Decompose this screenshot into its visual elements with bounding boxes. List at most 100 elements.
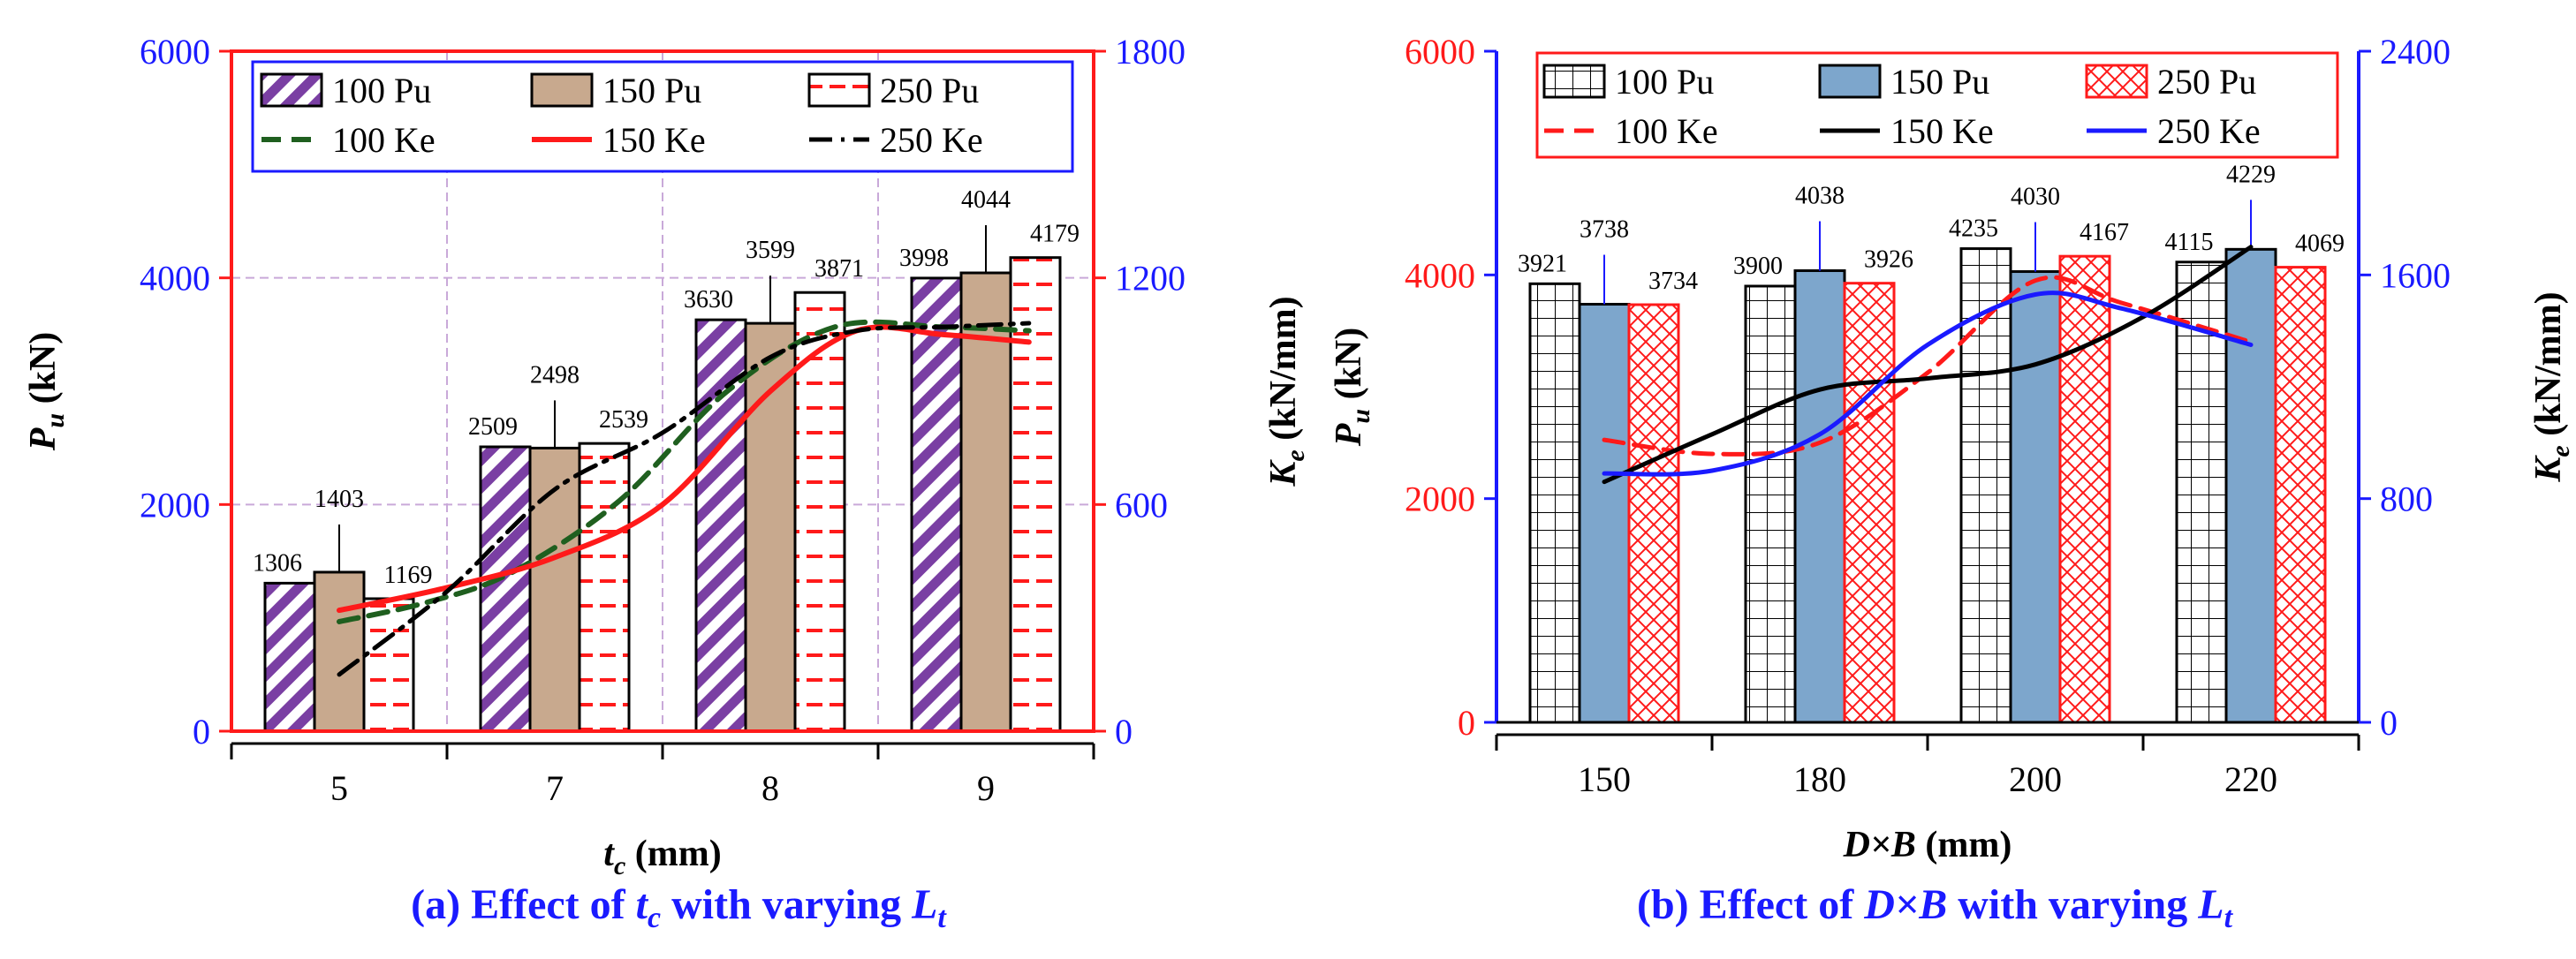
legend-label-250-pu: 250 Pu — [880, 71, 979, 110]
bar-150-pu-5 — [313, 570, 366, 733]
legend-label-250-ke: 250 Ke — [2157, 111, 2261, 151]
y-right-axis-title: Ke (kN/mm) — [2528, 291, 2575, 482]
line-150-ke — [337, 324, 1032, 614]
y-right-tick-label-1200: 1200 — [1115, 259, 1186, 298]
bar-100-pu-220 — [2175, 261, 2228, 724]
bar-250-pu-150 — [1627, 303, 1680, 724]
y-right-tick-label-1600: 1600 — [2380, 255, 2451, 295]
data-label: 1169 — [384, 562, 433, 589]
line-150-ke — [1602, 245, 2254, 485]
chart-a: 1306 2509 3630 3998 1403 2498 3599 4044 1169 2539… — [23, 32, 1310, 880]
x-tick-label-180: 180 — [1793, 759, 1846, 799]
x-tick-label-5: 5 — [330, 768, 348, 808]
x-tick-label-200: 200 — [2009, 759, 2062, 799]
y-right-tick-label-0: 0 — [1115, 712, 1133, 751]
legend-label-250-pu: 250 Pu — [2157, 62, 2256, 102]
caption-a-var2-sub: t — [937, 902, 947, 934]
y-right-tick-label-600: 600 — [1115, 485, 1168, 525]
caption-a-var2: L — [911, 881, 937, 928]
caption-a-var-sub: c — [648, 902, 661, 934]
bar-150-pu-150 — [1578, 303, 1631, 724]
x-axis-title-sub: c — [614, 851, 625, 880]
line-250-ke — [337, 321, 1032, 677]
data-label: 3630 — [684, 286, 733, 313]
line-100-ke — [1602, 275, 2254, 457]
data-label: 3900 — [1733, 253, 1783, 280]
bar-250-pu-220 — [2274, 266, 2327, 724]
bar-100-pu-8 — [694, 318, 747, 733]
bar-250-pu-7 — [578, 442, 631, 733]
legend-label-100-ke: 100 Ke — [332, 120, 436, 160]
y-right-title-sub: e — [2546, 445, 2575, 457]
legend-label-150-ke: 150 Ke — [1890, 111, 1994, 151]
legend-box — [251, 60, 1074, 173]
caption-a: (a) Effect of tc with varying Lt — [411, 881, 947, 934]
y-right-title-rest: (kN/mm) — [2528, 291, 2569, 445]
data-label: 2498 — [530, 361, 580, 389]
y-left-title-main: P — [1329, 423, 1369, 447]
caption-b: (b) Effect of D×B with varying Lt — [1637, 881, 2234, 934]
y-left-title-main: P — [23, 427, 64, 451]
plot-frame — [230, 49, 1095, 733]
legend-swatch — [1818, 64, 1882, 99]
bar-150-pu-180 — [1793, 269, 1846, 724]
caption-a-var: t — [636, 881, 649, 928]
y-left-tick-label-4000: 4000 — [1405, 255, 1475, 295]
data-label: 2509 — [468, 413, 518, 441]
data-label: 4115 — [2165, 229, 2214, 256]
bar-250-pu-8 — [793, 291, 846, 733]
legend-label-100-pu: 100 Pu — [1615, 62, 1714, 102]
y-right-axis-title: Ke (kN/mm) — [1263, 296, 1310, 487]
bar-250-pu-180 — [1843, 282, 1896, 724]
y-left-axis-title: Pu (kN) — [1329, 328, 1375, 448]
y-left-tick-label-0: 0 — [193, 712, 210, 751]
chart-b: 3921 3900 4235 4115 3738 4038 4030 4229 3734 3926… — [1329, 32, 2575, 865]
y-right-title-sub: e — [1281, 449, 1310, 461]
data-label: 4044 — [961, 186, 1011, 214]
data-label: 4038 — [1795, 183, 1845, 210]
data-label: 3599 — [746, 237, 795, 264]
x-axis-title-main: D×B — [1843, 825, 1916, 865]
x-axis-title-rest: (mm) — [1916, 825, 2012, 865]
bar-100-pu-150 — [1528, 282, 1581, 724]
caption-b-mid: with varying — [1947, 881, 2198, 928]
legend-swatch — [530, 72, 594, 108]
y-right-tick-label-800: 800 — [2380, 480, 2433, 519]
y-left-tick-label-2000: 2000 — [1405, 480, 1475, 519]
data-label: 3921 — [1518, 250, 1567, 277]
data-label: 3926 — [1864, 246, 1913, 274]
caption-a-pre: (a) Effect of — [411, 881, 636, 928]
caption-b-var: D×B — [1863, 881, 1947, 928]
x-axis-title-rest: (mm) — [625, 834, 721, 874]
bar-150-pu-220 — [2224, 247, 2277, 724]
caption-b-pre: (b) Effect of — [1637, 881, 1864, 928]
bar-100-pu-5 — [263, 581, 316, 733]
y-right-title-rest: (kN/mm) — [1263, 296, 1304, 449]
data-label: 3871 — [814, 255, 864, 283]
legend-label-150-pu: 150 Pu — [602, 71, 701, 110]
data-label: 4179 — [1030, 221, 1080, 248]
caption-b-var2: L — [2197, 881, 2224, 928]
x-tick-label-9: 9 — [977, 768, 995, 808]
x-tick-label-220: 220 — [2224, 759, 2277, 799]
y-right-tick-label-0: 0 — [2380, 703, 2398, 743]
bar-250-pu-200 — [2058, 254, 2111, 724]
data-label: 3734 — [1648, 268, 1698, 295]
legend-swatch — [2085, 64, 2148, 99]
legend-swatch — [1542, 64, 1606, 99]
y-left-tick-label-0: 0 — [1458, 703, 1475, 743]
legend-label-150-ke: 150 Ke — [602, 120, 706, 160]
data-label: 2539 — [599, 406, 648, 434]
bar-100-pu-9 — [910, 276, 963, 733]
data-label: 4069 — [2295, 230, 2345, 258]
y-right-tick-label-2400: 2400 — [2380, 32, 2451, 72]
y-left-title-rest: (kN) — [1329, 328, 1369, 409]
bar-250-pu-9 — [1009, 256, 1062, 733]
y-right-title-main: K — [2528, 455, 2569, 483]
data-label: 1403 — [314, 486, 364, 513]
caption-b-var2-sub: t — [2224, 902, 2234, 934]
bar-100-pu-7 — [479, 445, 532, 733]
legend-swatch — [807, 72, 871, 108]
bar-150-pu-200 — [2009, 270, 2062, 724]
caption-a-mid: with varying — [661, 881, 912, 928]
